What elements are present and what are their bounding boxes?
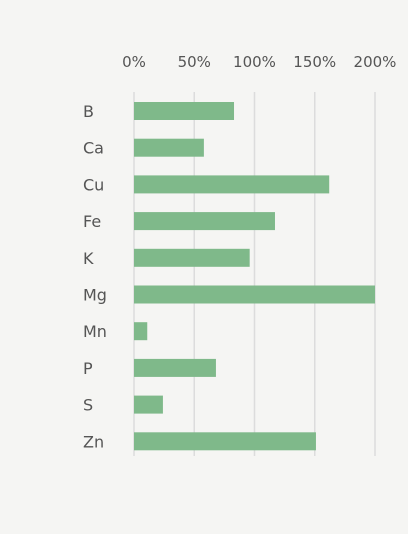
- category-label-cu: Cu: [83, 175, 104, 194]
- category-label-p: P: [83, 359, 93, 378]
- category-label-zn: Zn: [83, 432, 104, 451]
- x-tick-label: 0%: [122, 53, 146, 71]
- category-label-s: S: [83, 396, 93, 415]
- bar-mn: [134, 322, 148, 341]
- y-category-labels: B Ca Cu Fe K Mg Mn PS Zn: [83, 102, 107, 451]
- category-label-b: B: [83, 102, 94, 121]
- bar-mg: [134, 285, 375, 304]
- x-tick-label: 50%: [178, 53, 211, 71]
- category-label-fe: Fe: [83, 212, 101, 231]
- bar-zn: [134, 432, 316, 451]
- category-label-k: K: [83, 249, 94, 268]
- category-label-ca: Ca: [83, 139, 104, 158]
- category-label-mn: Mn: [83, 322, 107, 341]
- bar-ca: [134, 138, 204, 157]
- x-tick-label: 100%: [233, 53, 276, 71]
- bar-k: [134, 248, 250, 267]
- category-label-mg: Mg: [83, 286, 107, 305]
- bars-layer: [134, 102, 375, 451]
- bar-p: [134, 358, 216, 377]
- bar-fe: [134, 212, 275, 231]
- x-tick-label: 150%: [293, 53, 336, 71]
- x-tick-label: 200%: [354, 53, 397, 71]
- bar-cu: [134, 175, 330, 194]
- x-tick-labels: 0% 50% 100% 150% 200%: [122, 53, 396, 71]
- bar-s: [134, 395, 163, 414]
- bar-b: [134, 102, 235, 120]
